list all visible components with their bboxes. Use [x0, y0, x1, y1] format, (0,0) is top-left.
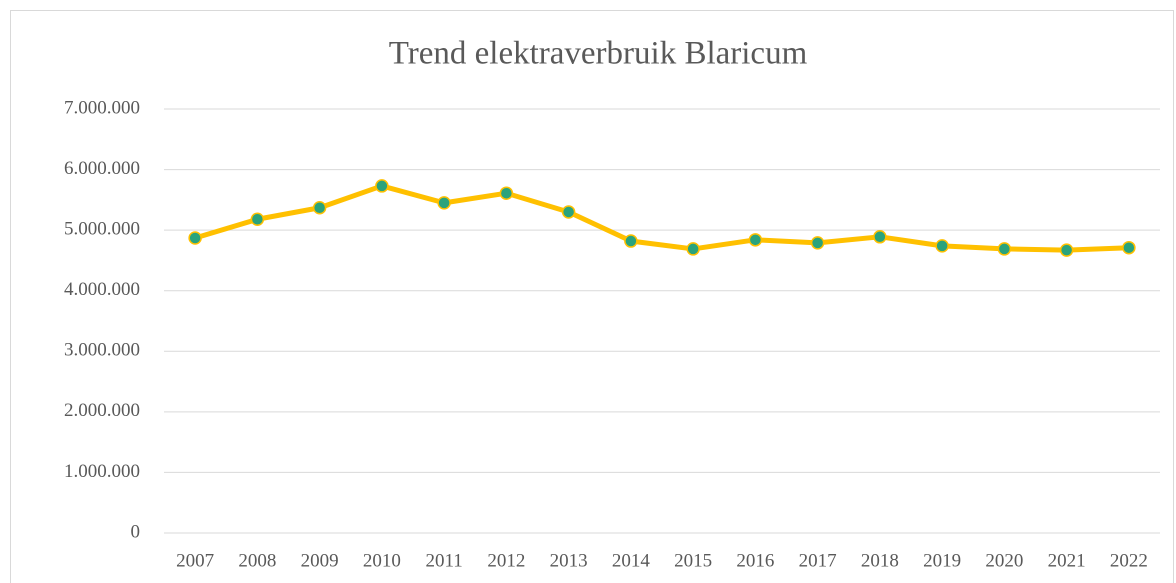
marker [748, 233, 763, 247]
y-tick-label: 0 [131, 521, 141, 542]
y-tick-label: 4.000.000 [64, 279, 140, 300]
x-tick-label: 2008 [238, 550, 276, 571]
marker [561, 205, 576, 219]
marker [1059, 243, 1074, 257]
marker [375, 179, 389, 193]
x-tick-label: 2016 [736, 550, 774, 571]
chart-border [10, 10, 1174, 583]
x-tick-label: 2017 [799, 550, 837, 571]
marker [873, 230, 887, 244]
x-tick-label: 2009 [301, 550, 339, 571]
x-tick-label: 2012 [487, 550, 525, 571]
x-tick-label: 2014 [612, 550, 651, 571]
line [194, 183, 1129, 253]
y-tick-label: 6.000.000 [64, 158, 140, 179]
x-tick-label: 2013 [550, 550, 588, 571]
x-tick-label: 2021 [1048, 550, 1086, 571]
y-tick-label: 2.000.000 [64, 400, 140, 421]
marker [188, 231, 202, 245]
x-tick-label: 2019 [923, 550, 961, 571]
marker [686, 242, 700, 256]
y-tick-label: 5.000.000 [64, 219, 140, 240]
x-tick-label: 2015 [674, 550, 712, 571]
chart-title: Trend elektraverbruik Blaricum [389, 36, 808, 72]
marker [1122, 240, 1136, 255]
marker [437, 196, 451, 210]
x-tick-label: 2011 [425, 550, 462, 571]
marker [997, 242, 1012, 256]
x-tick-label: 2020 [985, 550, 1023, 571]
marker [312, 200, 327, 215]
y-tick-label: 7.000.000 [64, 97, 140, 118]
marker [250, 212, 265, 226]
marker [810, 236, 825, 250]
x-tick-label: 2018 [861, 550, 899, 571]
marker [499, 186, 514, 200]
marker [935, 239, 949, 253]
x-tick-label: 2007 [176, 550, 214, 571]
y-tick-label: 3.000.000 [64, 340, 140, 361]
x-tick-label: 2010 [363, 550, 401, 571]
x-tick-label: 2022 [1110, 550, 1148, 571]
marker [624, 234, 638, 248]
y-tick-label: 1.000.000 [64, 461, 140, 482]
